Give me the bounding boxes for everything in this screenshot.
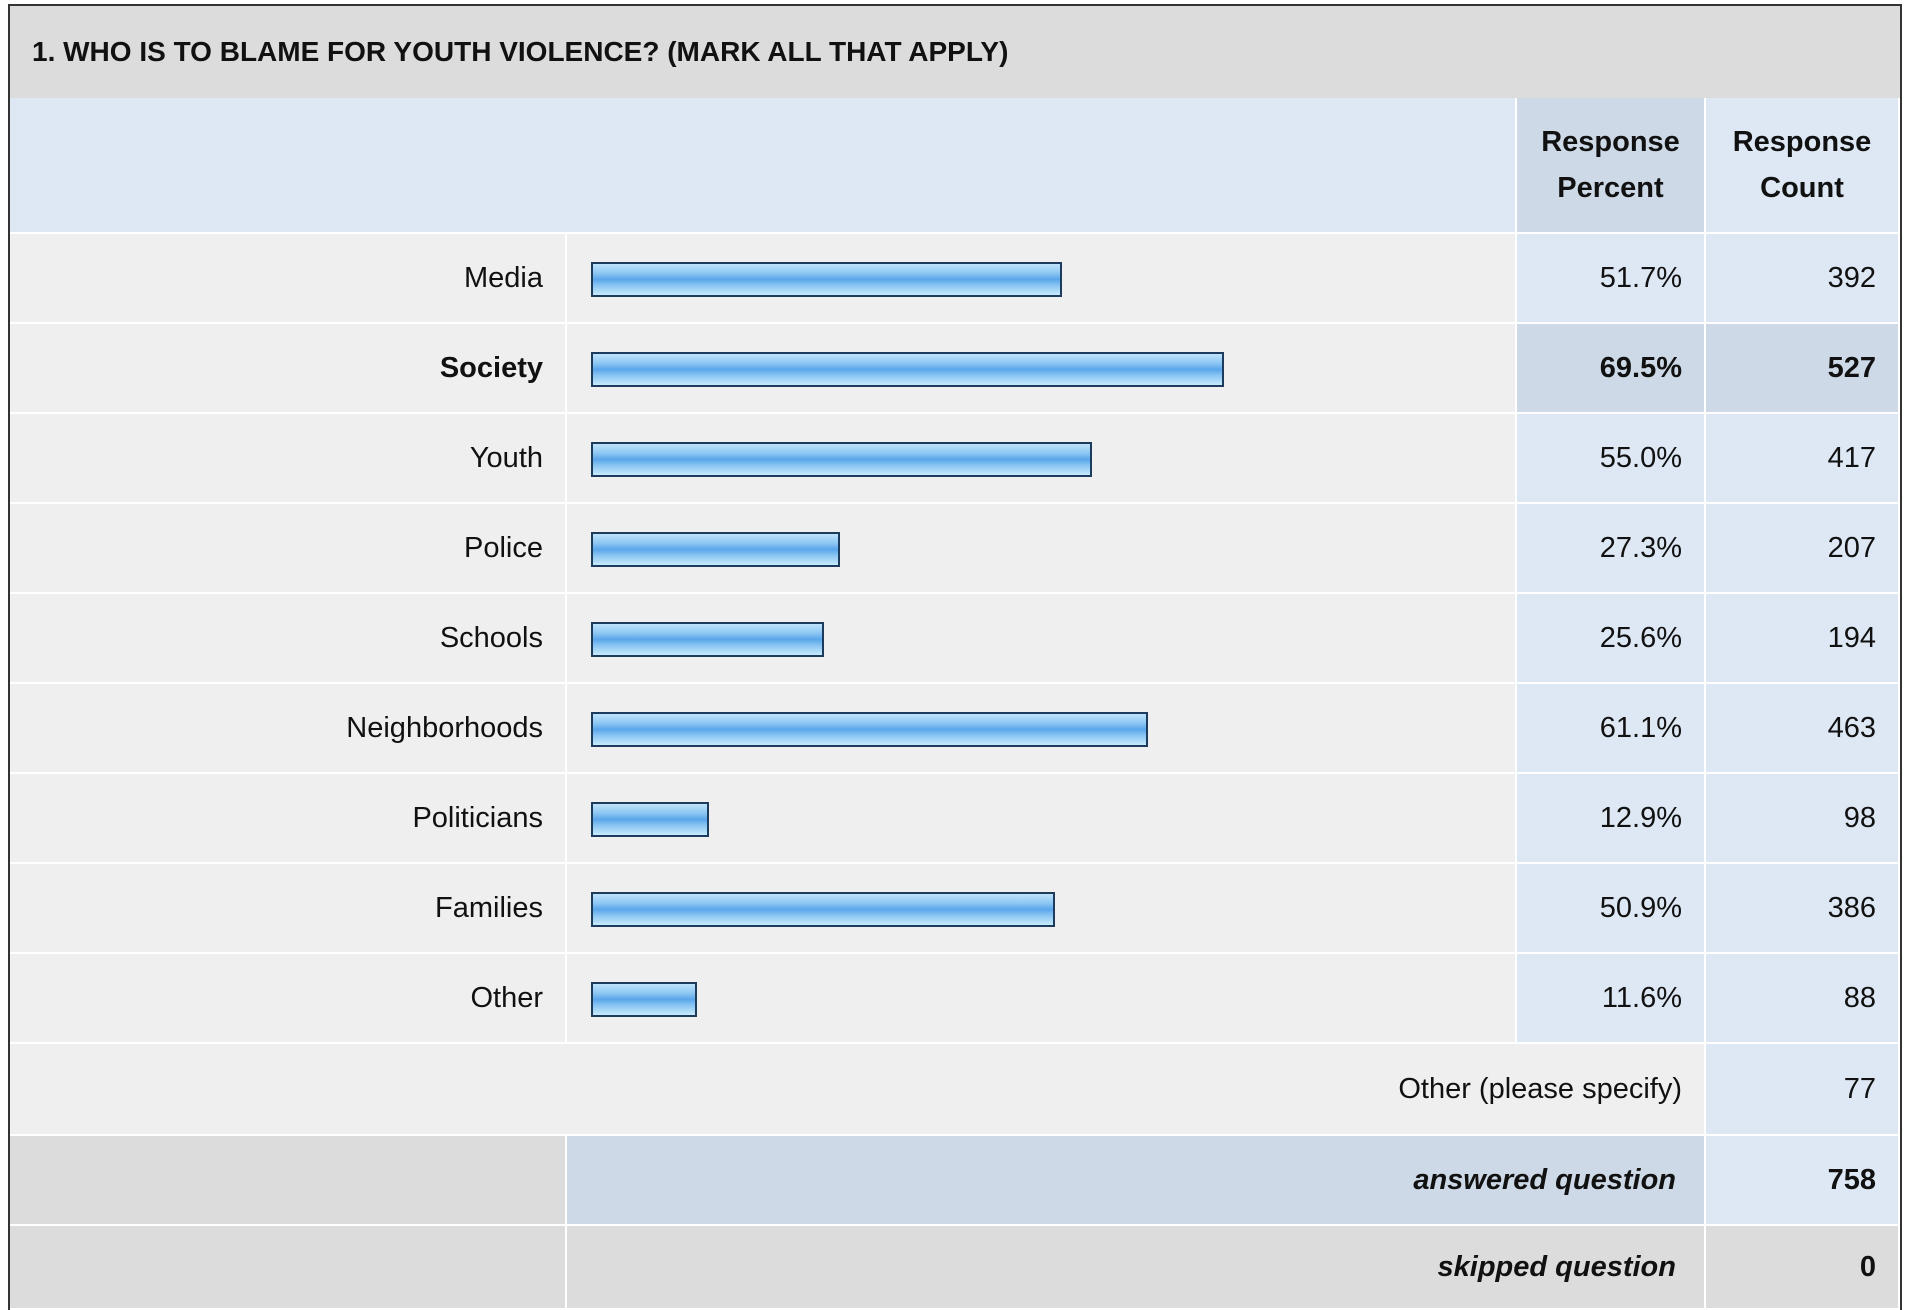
response-count: 417 (1706, 414, 1900, 504)
answer-label: Media (10, 234, 567, 324)
response-count: 527 (1706, 324, 1900, 414)
skipped-count: 0 (1706, 1226, 1900, 1310)
header-blank (10, 98, 1517, 234)
response-count: 386 (1706, 864, 1900, 954)
bar (591, 442, 1093, 477)
frame-left (8, 4, 10, 1310)
response-percent: 25.6% (1517, 594, 1706, 684)
response-percent: 55.0% (1517, 414, 1706, 504)
answer-label: Families (10, 864, 567, 954)
bar-cell (567, 774, 1517, 864)
response-count: 88 (1706, 954, 1900, 1044)
bar (591, 892, 1055, 927)
answer-label: Neighborhoods (10, 684, 567, 774)
answer-label: Schools (10, 594, 567, 684)
skipped-label: skipped question (567, 1226, 1706, 1310)
footer-blank (10, 1136, 567, 1226)
other-specify-label: Other (please specify) (10, 1044, 1706, 1136)
response-percent: 11.6% (1517, 954, 1706, 1044)
response-count: 194 (1706, 594, 1900, 684)
response-percent: 61.1% (1517, 684, 1706, 774)
response-percent: 69.5% (1517, 324, 1706, 414)
response-count: 463 (1706, 684, 1900, 774)
answered-label: answered question (567, 1136, 1706, 1226)
response-count: 392 (1706, 234, 1900, 324)
bar (591, 262, 1062, 297)
response-count: 98 (1706, 774, 1900, 864)
bar (591, 802, 709, 837)
bar (591, 532, 840, 567)
response-percent: 50.9% (1517, 864, 1706, 954)
answered-count: 758 (1706, 1136, 1900, 1226)
count-header: Response Count (1706, 98, 1900, 234)
response-percent: 27.3% (1517, 504, 1706, 594)
answer-label: Other (10, 954, 567, 1044)
response-percent: 51.7% (1517, 234, 1706, 324)
question-title: 1. WHO IS TO BLAME FOR YOUTH VIOLENCE? (… (10, 4, 1900, 98)
bar-cell (567, 954, 1517, 1044)
answer-label: Politicians (10, 774, 567, 864)
footer-blank (10, 1226, 567, 1310)
bar (591, 982, 697, 1017)
response-percent: 12.9% (1517, 774, 1706, 864)
bar (591, 622, 825, 657)
frame-right (1900, 4, 1902, 1310)
answer-label: Youth (10, 414, 567, 504)
other-specify-count: 77 (1706, 1044, 1900, 1136)
answer-label: Police (10, 504, 567, 594)
percent-header: Response Percent (1517, 98, 1706, 234)
bar (591, 352, 1225, 387)
response-count: 207 (1706, 504, 1900, 594)
answer-label: Society (10, 324, 567, 414)
bar (591, 712, 1148, 747)
